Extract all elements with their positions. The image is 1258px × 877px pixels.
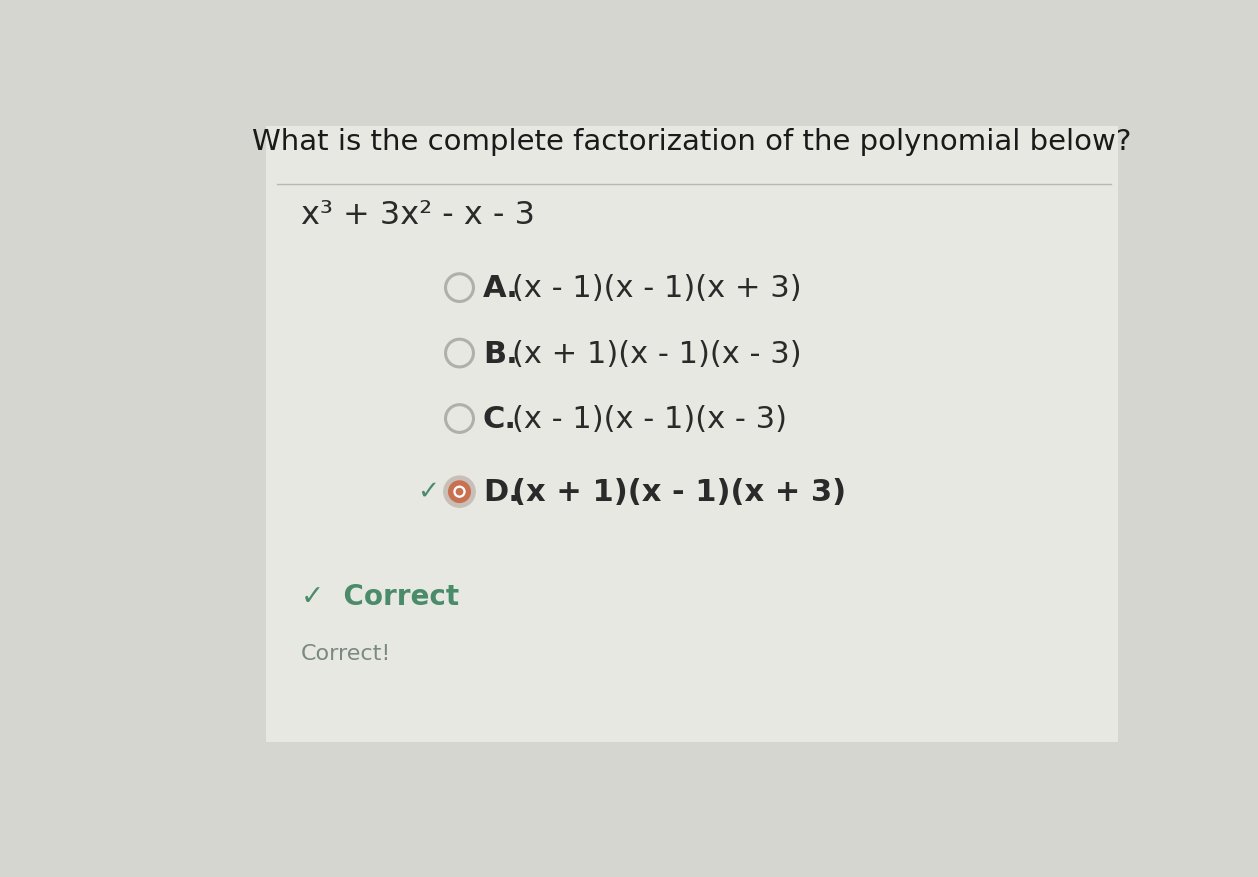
Text: C.: C. xyxy=(483,404,517,433)
Text: ✓: ✓ xyxy=(418,478,439,503)
Circle shape xyxy=(445,478,473,506)
Text: D.: D. xyxy=(483,478,520,507)
Circle shape xyxy=(455,488,463,496)
Text: B.: B. xyxy=(483,339,517,368)
Text: (x - 1)(x - 1)(x - 3): (x - 1)(x - 1)(x - 3) xyxy=(512,404,788,433)
Text: ✓  Correct: ✓ Correct xyxy=(301,582,459,610)
Text: Correct!: Correct! xyxy=(301,644,391,664)
Text: x³ + 3x² - x - 3: x³ + 3x² - x - 3 xyxy=(301,200,535,231)
Text: A.: A. xyxy=(483,274,518,303)
FancyBboxPatch shape xyxy=(265,127,1118,742)
Text: (x - 1)(x - 1)(x + 3): (x - 1)(x - 1)(x + 3) xyxy=(512,274,801,303)
Text: (x + 1)(x - 1)(x + 3): (x + 1)(x - 1)(x + 3) xyxy=(512,478,847,507)
Text: What is the complete factorization of the polynomial below?: What is the complete factorization of th… xyxy=(253,128,1132,156)
Circle shape xyxy=(453,486,465,498)
Text: (x + 1)(x - 1)(x - 3): (x + 1)(x - 1)(x - 3) xyxy=(512,339,801,368)
